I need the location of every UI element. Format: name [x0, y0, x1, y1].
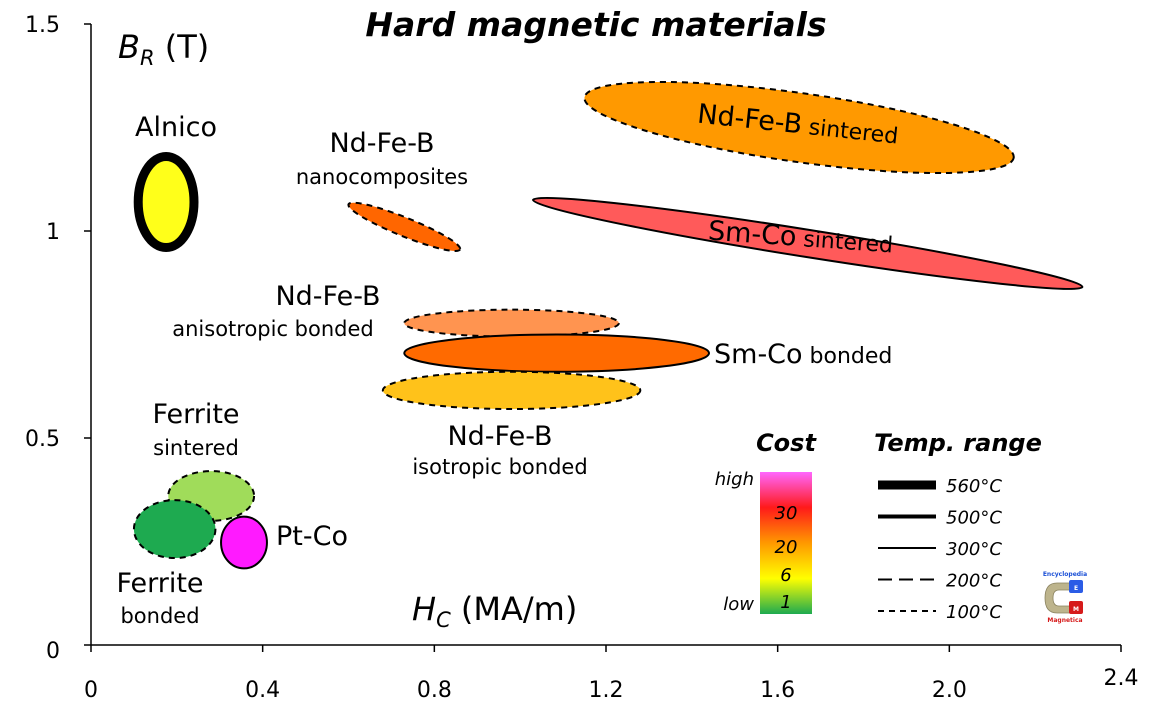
temperature-legend-title: Temp. range	[874, 429, 1042, 457]
x-tick-label: 1.6	[760, 678, 795, 703]
y-tick-label: 1.5	[25, 13, 60, 38]
ferrite-bonded-ellipse	[132, 499, 217, 560]
cost-gradient-bar	[760, 472, 812, 614]
ferrite-sintered-sublabel: sintered	[153, 436, 239, 460]
nd-fe-b-anisotropic-bonded-sublabel: anisotropic bonded	[172, 317, 374, 341]
nd-fe-b-anisotropic-bonded-label: Nd-Fe-B	[275, 281, 380, 312]
temperature-label: 560°C	[946, 476, 1002, 497]
x-tick-label: 0.4	[245, 678, 280, 703]
pt-co-label: Pt-Co	[276, 521, 348, 552]
temperature-label: 200°C	[946, 571, 1002, 592]
sm-co-bonded-ellipse	[403, 333, 710, 373]
temperature-label: 100°C	[946, 602, 1002, 623]
temperature-label: 300°C	[946, 539, 1002, 560]
cost-legend: Cost high 30 20 6 1 low	[715, 429, 818, 615]
sm-co-bonded-label: Sm-Co bonded	[714, 339, 892, 370]
ferrite-bonded-sublabel: bonded	[120, 604, 199, 628]
x-axis-title: HC (MA/m)	[412, 590, 577, 632]
ferrite-sintered-label: Ferrite	[152, 399, 239, 430]
alnico-label: Alnico	[135, 112, 217, 143]
x-tick-label: 0	[84, 678, 98, 703]
cost-label: 30	[775, 503, 798, 524]
y-tick-label: 0.5	[25, 427, 60, 452]
alnico-ellipse	[133, 151, 199, 253]
sm-co-sintered-ellipse	[532, 196, 1084, 290]
nd-fe-b-sintered-ellipse	[583, 80, 1015, 175]
x-tick-label: 0.8	[417, 678, 452, 703]
x-tick-label: 1.2	[589, 678, 624, 703]
cost-label: high	[715, 469, 754, 490]
nd-fe-b-isotropic-bonded-ellipse	[381, 370, 642, 411]
logo-m-letter: M	[1073, 606, 1079, 613]
logo-e-letter: E	[1074, 585, 1078, 592]
axes: 0 0.4 0.8 1.2 1.6 2.0 2.4 0 0.5 1 1.5	[25, 13, 1139, 703]
cost-label: low	[723, 594, 754, 615]
cost-label: 6	[780, 565, 791, 586]
x-tick-label: 2.0	[932, 678, 967, 703]
nd-fe-b-nanocomposites-ellipse	[347, 201, 462, 252]
nd-fe-b-anisotropic-bonded-ellipse	[403, 308, 620, 338]
x-tick-label: 2.4	[1104, 666, 1139, 691]
y-tick-label: 0	[46, 639, 60, 664]
logo-m-block	[1069, 601, 1083, 614]
logo-top-text: Encyclopedia	[1043, 571, 1087, 578]
nd-fe-b-nanocomposites-sublabel: nanocomposites	[296, 165, 468, 189]
temperature-legend: Temp. range 560°C 500°C 300°C 200°C 100°C	[874, 429, 1042, 623]
encyclopedia-magnetica-logo: Encyclopedia E M Magnetica	[1043, 571, 1087, 624]
cost-label: 20	[775, 537, 798, 558]
cost-legend-title: Cost	[756, 429, 817, 457]
logo-c-shape	[1044, 582, 1074, 614]
temperature-label: 500°C	[946, 508, 1002, 529]
logo-e-block	[1069, 580, 1083, 593]
nd-fe-b-isotropic-bonded-sublabel: isotropic bonded	[412, 455, 587, 479]
logo-bottom-text: Magnetica	[1047, 617, 1082, 624]
cost-labels: high 30 20 6 1 low	[715, 469, 798, 615]
chart-title: Hard magnetic materials	[365, 5, 826, 44]
temperature-items: 560°C 500°C 300°C 200°C 100°C	[878, 476, 1002, 623]
ferrite-bonded-label: Ferrite	[116, 568, 203, 599]
nd-fe-b-nanocomposites-label: Nd-Fe-B	[329, 128, 434, 159]
y-axis-title: BR (T)	[118, 28, 209, 70]
cost-label: 1	[780, 592, 791, 613]
pt-co-ellipse	[220, 515, 268, 570]
y-tick-label: 1	[46, 220, 60, 245]
material-ellipses	[132, 80, 1084, 570]
nd-fe-b-isotropic-bonded-label: Nd-Fe-B	[447, 421, 552, 452]
